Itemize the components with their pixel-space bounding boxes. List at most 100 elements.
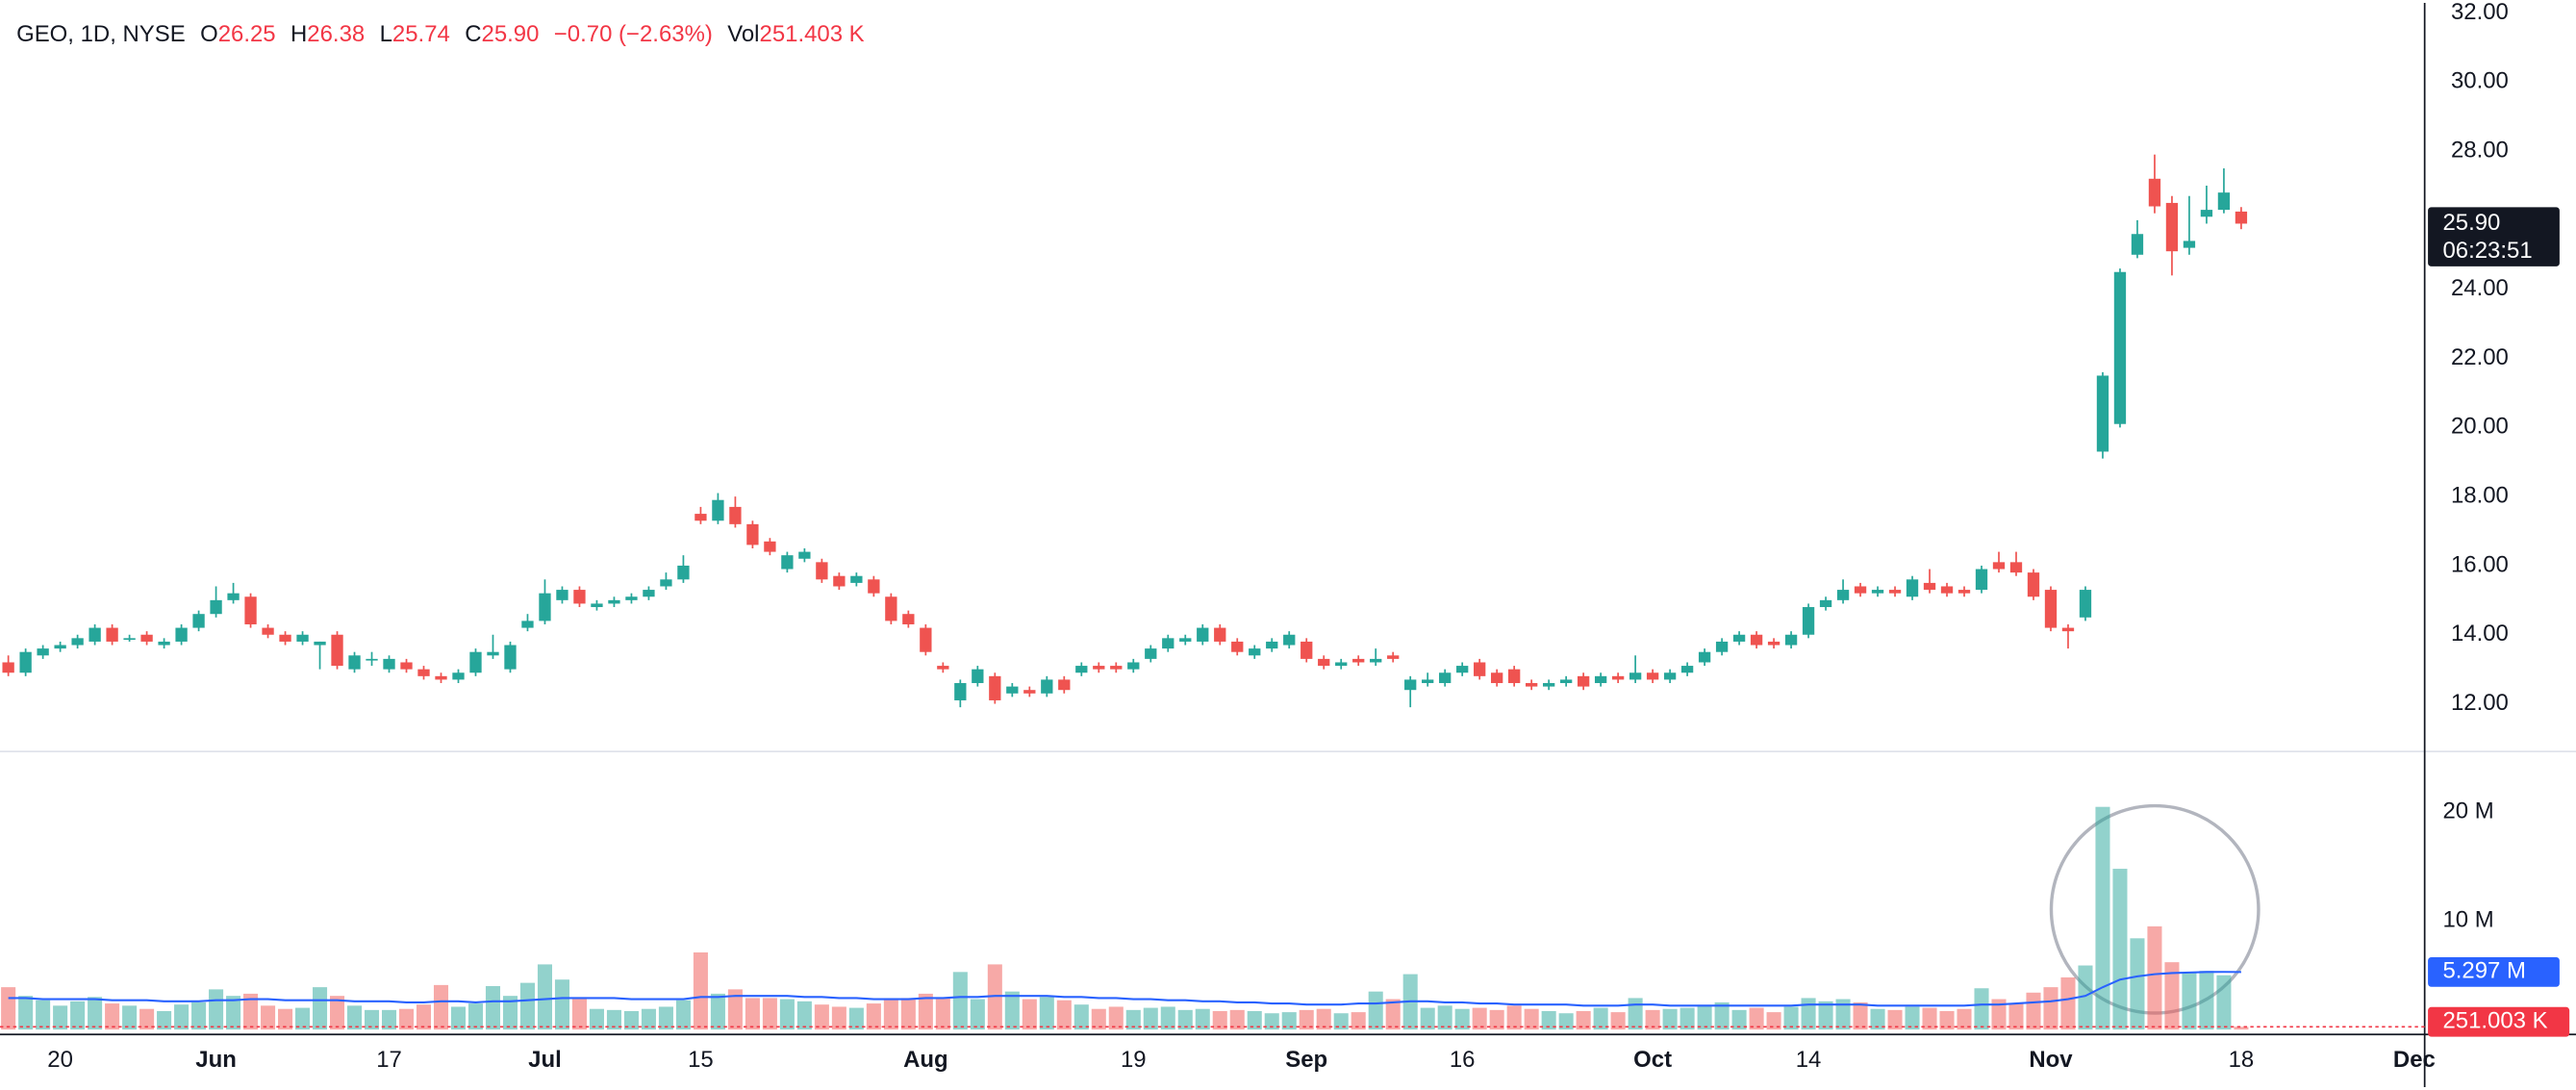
volume-bar bbox=[330, 996, 345, 1030]
value: 26.25 bbox=[218, 22, 276, 48]
candle-body bbox=[348, 655, 361, 670]
value: 26.38 bbox=[307, 22, 365, 48]
volume-bar bbox=[261, 1005, 276, 1030]
candle-body bbox=[227, 593, 240, 600]
volume-bar bbox=[313, 987, 328, 1030]
volume-bar bbox=[450, 1006, 467, 1030]
candle-body bbox=[1975, 569, 1988, 591]
candle-body bbox=[677, 565, 690, 580]
volume-bar bbox=[641, 1008, 656, 1030]
candle-body bbox=[1940, 586, 1954, 594]
volume-bar bbox=[433, 984, 449, 1030]
x-tick-label: 16 bbox=[1450, 1047, 1476, 1073]
volume-bar bbox=[1576, 1010, 1591, 1030]
candle-body bbox=[452, 672, 465, 680]
candle-body bbox=[140, 634, 153, 642]
volume-bar bbox=[779, 999, 795, 1030]
volume-bar bbox=[2164, 962, 2180, 1030]
candle-body bbox=[2235, 211, 2248, 224]
candle-body bbox=[2079, 590, 2092, 618]
volume-bar bbox=[606, 1009, 621, 1030]
candle-body bbox=[746, 523, 759, 545]
candle-body bbox=[2, 662, 14, 673]
volume-bar bbox=[2112, 869, 2128, 1030]
x-tick-label: 20 bbox=[47, 1047, 73, 1073]
candle-body bbox=[1214, 627, 1226, 642]
volume-bar bbox=[814, 1004, 829, 1030]
volume-bar bbox=[2234, 1027, 2249, 1030]
candle-body bbox=[1542, 683, 1555, 687]
volume-bar bbox=[1385, 999, 1401, 1030]
candle-body bbox=[435, 675, 447, 680]
volume-bar bbox=[1351, 1012, 1366, 1030]
volume-bar bbox=[398, 1008, 415, 1030]
x-tick-label: 18 bbox=[2229, 1047, 2255, 1073]
volume-bar bbox=[1316, 1008, 1331, 1030]
volume-bar bbox=[1749, 1007, 1764, 1030]
volume-bar bbox=[243, 993, 259, 1030]
volume-bar bbox=[122, 1005, 138, 1030]
price-label-box bbox=[2428, 207, 2560, 266]
y-tick-label: 10 M bbox=[2442, 907, 2493, 933]
candle-body bbox=[729, 506, 742, 524]
x-tick-label: Sep bbox=[1285, 1047, 1327, 1073]
volume-bar bbox=[918, 993, 933, 1030]
volume-bar bbox=[2026, 992, 2041, 1030]
volume-bar bbox=[36, 1000, 51, 1030]
candle-body bbox=[1127, 662, 1140, 670]
y-tick-label: 32.00 bbox=[2451, 0, 2509, 25]
volume-bar bbox=[762, 998, 777, 1030]
volume-bar bbox=[1974, 988, 1989, 1030]
volume-bar bbox=[623, 1010, 639, 1030]
volume-bar bbox=[710, 993, 725, 1030]
volume-bar bbox=[1905, 1006, 1920, 1030]
volume-bar bbox=[209, 989, 224, 1030]
volume-bar bbox=[2147, 925, 2162, 1030]
candle-body bbox=[2217, 192, 2231, 211]
candle-body bbox=[521, 621, 534, 628]
candle-body bbox=[417, 669, 430, 676]
volume-bar bbox=[1922, 1007, 1937, 1030]
candle-body bbox=[1508, 669, 1521, 684]
volume-bar bbox=[1541, 1010, 1556, 1030]
candle-body bbox=[591, 603, 603, 608]
volume-bar bbox=[1160, 1006, 1175, 1030]
volume-bar bbox=[53, 1005, 68, 1030]
x-tick-label: Nov bbox=[2029, 1047, 2073, 1073]
volume-bar bbox=[1108, 1006, 1124, 1030]
candle-body bbox=[816, 562, 828, 580]
volume-bar bbox=[139, 1008, 155, 1030]
y-tick-label: 20 M bbox=[2442, 798, 2493, 824]
candle-body bbox=[1006, 686, 1019, 694]
volume-bar bbox=[900, 998, 916, 1030]
volume-bar bbox=[675, 1000, 691, 1030]
volume-bar bbox=[970, 999, 985, 1030]
volume-bar bbox=[1177, 1009, 1193, 1030]
volume-bar bbox=[2078, 965, 2093, 1030]
volume-bar bbox=[883, 999, 898, 1030]
candle-body bbox=[314, 641, 326, 646]
candle-body bbox=[902, 614, 915, 624]
candle-body bbox=[1266, 641, 1278, 649]
candle-body bbox=[296, 634, 309, 642]
candle-body bbox=[2148, 178, 2161, 207]
volume-bar bbox=[381, 1009, 397, 1030]
volume-bar bbox=[1783, 1006, 1799, 1030]
volume-label: 251.003 K bbox=[2442, 1008, 2547, 1034]
volume-bar bbox=[866, 1003, 881, 1030]
volume-bar bbox=[295, 1007, 311, 1030]
volume-bar bbox=[658, 1006, 673, 1030]
volume-bar bbox=[1939, 1010, 1955, 1030]
label: Vol bbox=[727, 22, 759, 48]
x-tick-label: Dec bbox=[2393, 1047, 2436, 1073]
volume-bar bbox=[935, 998, 950, 1030]
candle-body bbox=[19, 651, 32, 673]
value: 25.90 bbox=[482, 22, 540, 48]
y-tick-label: 16.00 bbox=[2451, 551, 2509, 577]
candle-body bbox=[1525, 683, 1538, 687]
candle-body bbox=[937, 666, 949, 670]
volume-bar bbox=[554, 979, 569, 1030]
candle-body bbox=[1023, 690, 1036, 694]
candle-body bbox=[469, 651, 482, 673]
y-tick-label: 30.00 bbox=[2451, 68, 2509, 94]
